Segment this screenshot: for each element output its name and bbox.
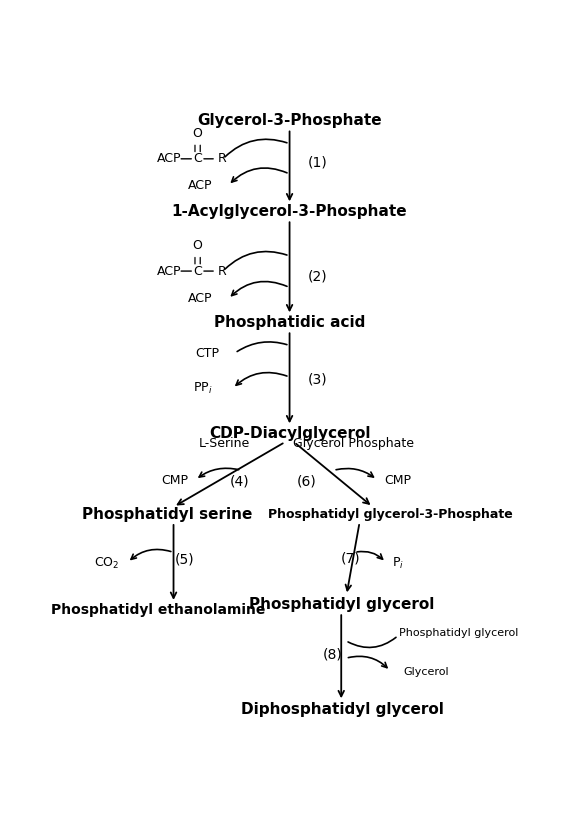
Text: (6): (6): [297, 475, 317, 489]
Text: Phosphatidyl glycerol: Phosphatidyl glycerol: [249, 596, 435, 612]
Text: ACP: ACP: [157, 152, 181, 165]
Text: (7): (7): [341, 552, 360, 566]
Text: Phosphatidyl serine: Phosphatidyl serine: [82, 507, 252, 522]
Text: C: C: [193, 152, 202, 165]
Text: ACP: ACP: [188, 292, 212, 305]
Text: Phosphatidic acid: Phosphatidic acid: [214, 315, 365, 330]
Text: O: O: [193, 127, 202, 140]
Text: P$_i$: P$_i$: [392, 556, 404, 571]
Text: ACP: ACP: [188, 179, 212, 192]
Text: CTP: CTP: [195, 346, 219, 360]
Text: Diphosphatidyl glycerol: Diphosphatidyl glycerol: [241, 703, 444, 717]
Text: (2): (2): [308, 269, 328, 283]
Text: PP$_i$: PP$_i$: [193, 381, 212, 396]
Text: Glycerol: Glycerol: [403, 667, 449, 677]
Text: 1-Acylglycerol-3-Phosphate: 1-Acylglycerol-3-Phosphate: [172, 204, 407, 219]
Text: CO$_2$: CO$_2$: [94, 556, 119, 571]
Text: Phosphatidyl glycerol: Phosphatidyl glycerol: [399, 628, 519, 638]
Text: O: O: [193, 239, 202, 252]
Text: (8): (8): [323, 648, 342, 662]
Text: (1): (1): [308, 156, 328, 170]
Text: CDP-Diacylglycerol: CDP-Diacylglycerol: [209, 426, 370, 441]
Text: (4): (4): [229, 475, 249, 489]
Text: L-Serine: L-Serine: [198, 437, 250, 450]
Text: Phosphatidyl glycerol-3-Phosphate: Phosphatidyl glycerol-3-Phosphate: [268, 508, 512, 521]
Text: ACP: ACP: [157, 265, 181, 278]
Text: (5): (5): [175, 553, 194, 567]
Text: Glycerol-3-Phosphate: Glycerol-3-Phosphate: [197, 114, 382, 129]
Text: Phosphatidyl ethanolamine: Phosphatidyl ethanolamine: [51, 604, 266, 618]
Text: R: R: [218, 152, 226, 165]
Text: CMP: CMP: [385, 474, 412, 487]
Text: (3): (3): [308, 373, 328, 387]
Text: Glycerol Phosphate: Glycerol Phosphate: [293, 437, 414, 450]
Text: R: R: [218, 265, 226, 278]
Text: CMP: CMP: [162, 474, 188, 487]
Text: C: C: [193, 265, 202, 278]
